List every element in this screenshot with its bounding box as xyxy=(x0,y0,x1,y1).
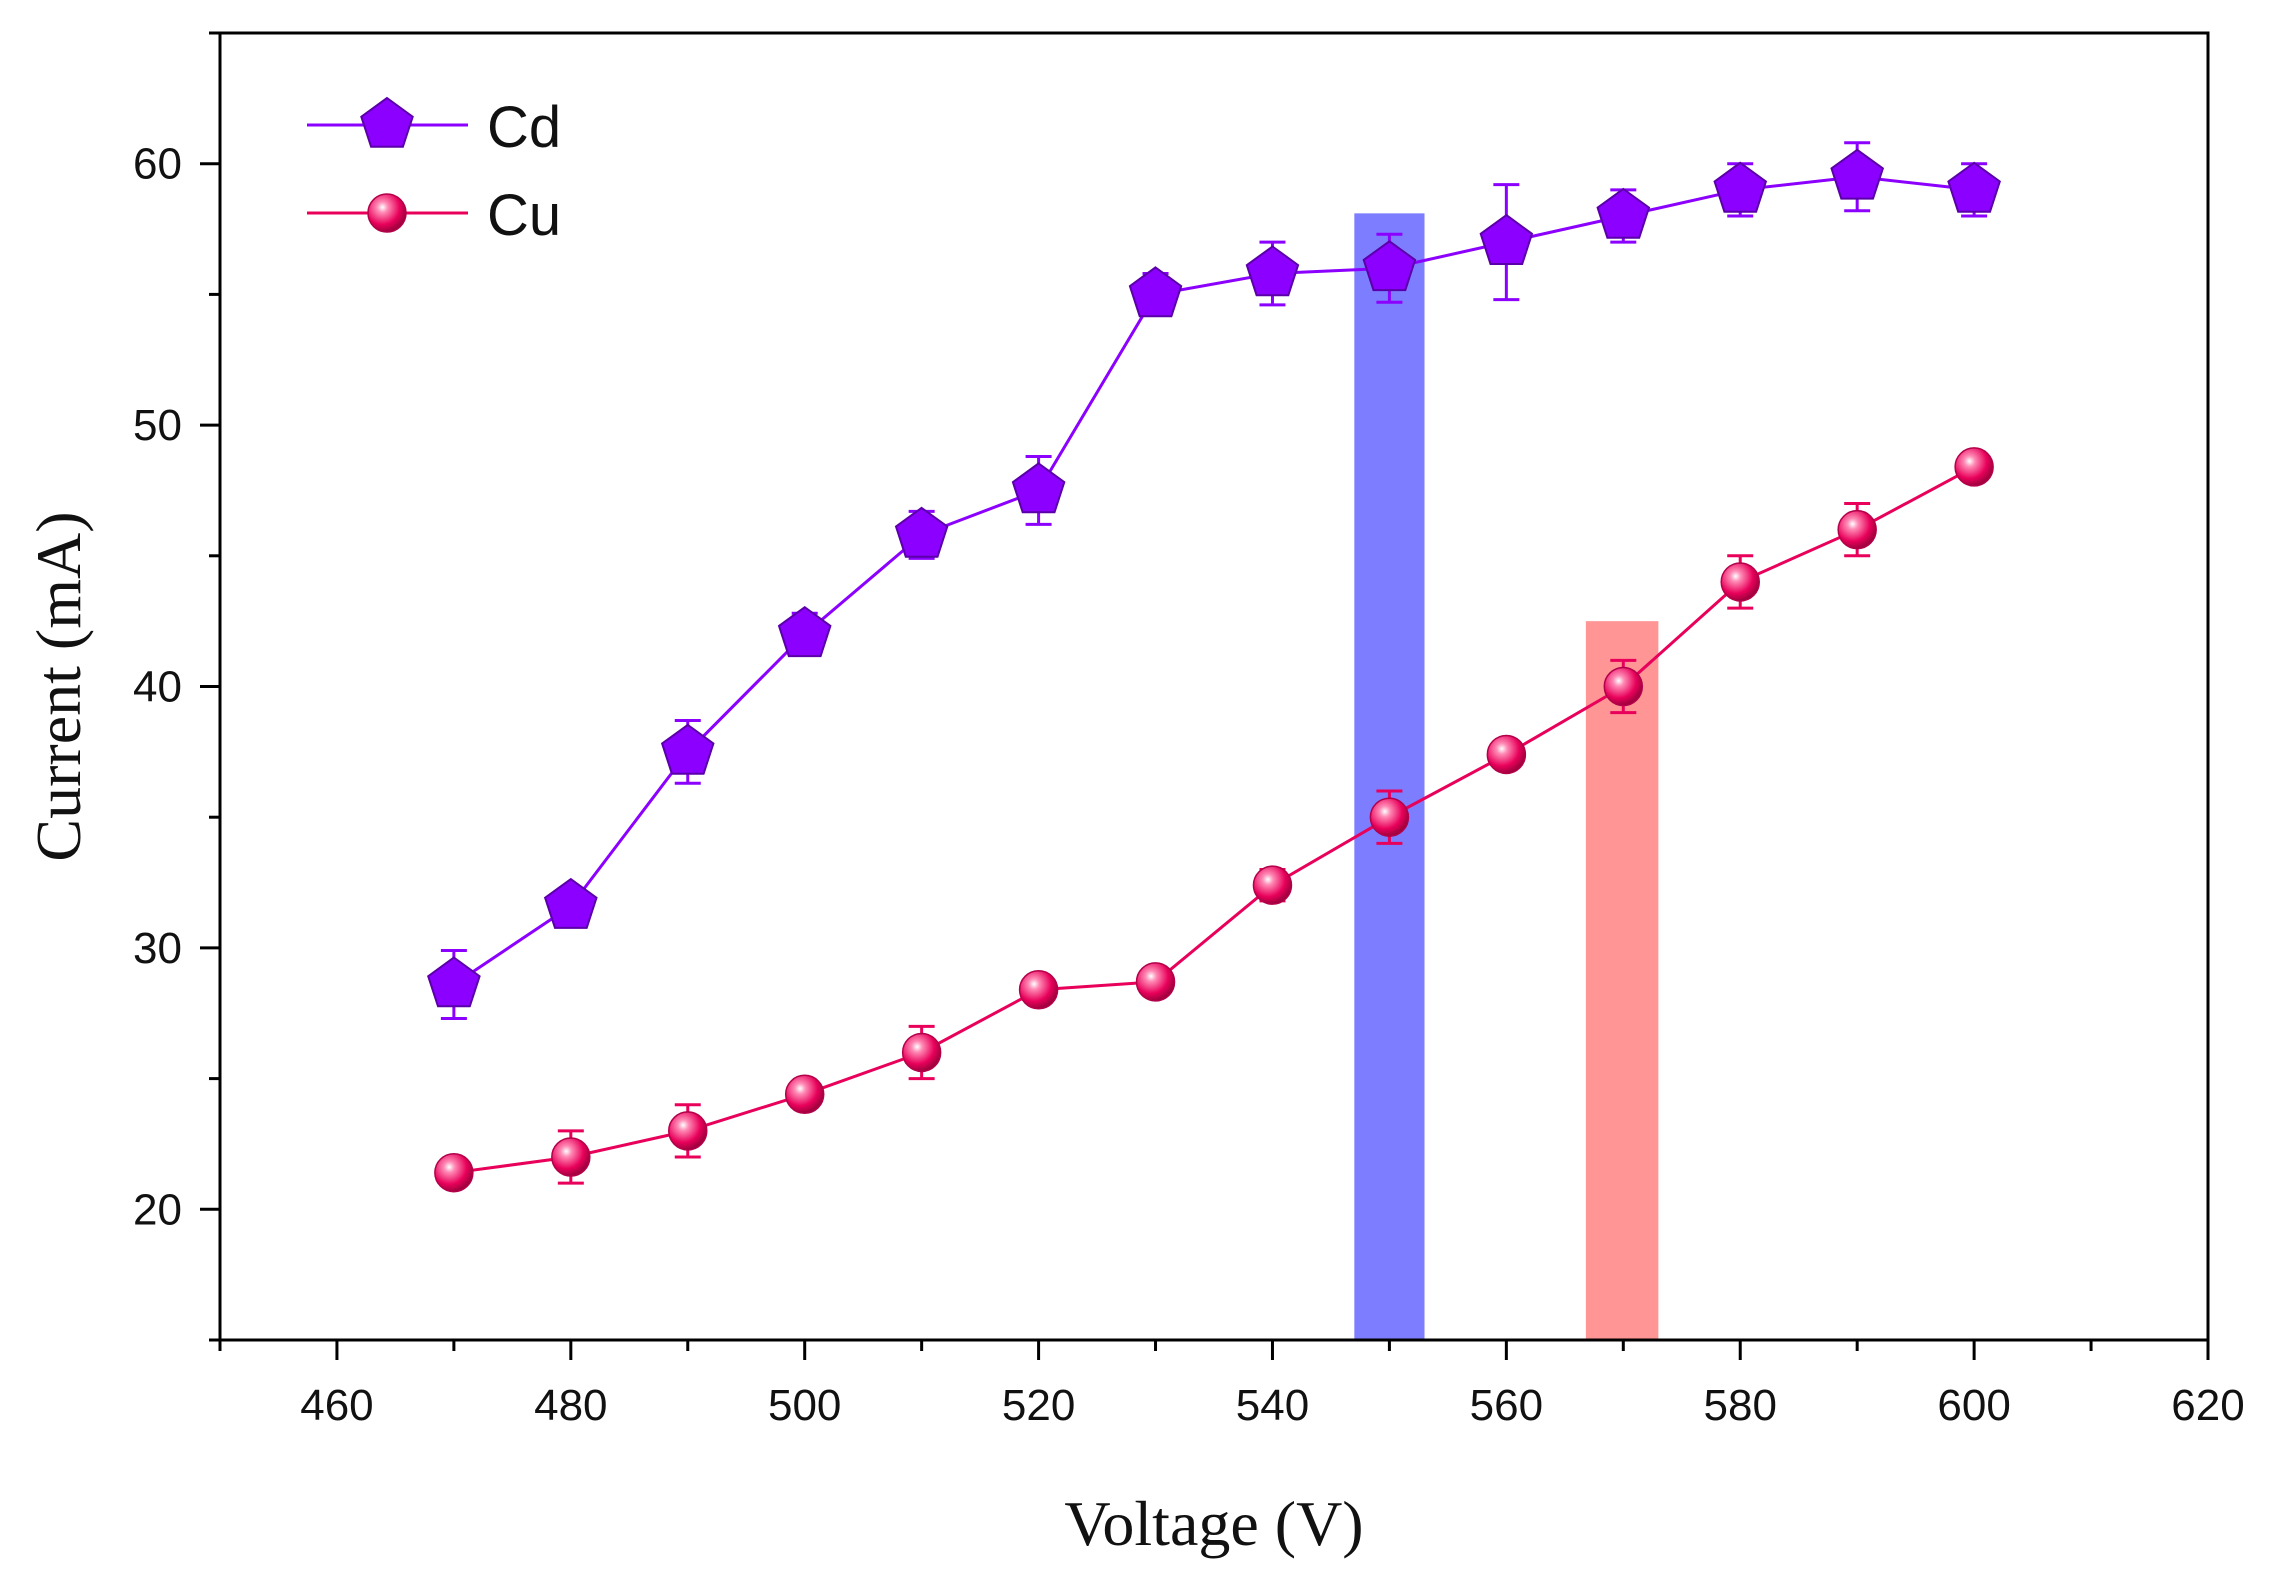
data-point-cu xyxy=(1369,797,1410,837)
data-point-cd xyxy=(1830,148,1885,200)
data-point-cd xyxy=(1011,462,1066,514)
data-point-cd xyxy=(660,723,715,775)
data-point-cu xyxy=(1837,509,1877,550)
series-cd xyxy=(427,141,2001,1020)
data-point-cu xyxy=(1720,562,1760,602)
x-tick-label: 560 xyxy=(1470,1381,1543,1430)
x-axis-title: Voltage (V) xyxy=(1064,1488,1363,1559)
data-point-cd xyxy=(543,877,598,929)
axes: 460 480 500 520 540 560 580 600 620 20 30 40 50 60 xyxy=(133,31,2245,1430)
data-point-cu xyxy=(1954,447,1994,487)
legend-item-cd: Cd xyxy=(307,95,561,160)
y-tick-label: 30 xyxy=(133,924,182,973)
legend-label-cd: Cd xyxy=(487,95,561,160)
x-tick-label: 600 xyxy=(1937,1381,2010,1430)
cd-highlight xyxy=(1354,213,1425,1341)
data-point-cd xyxy=(1479,213,1534,265)
y-tick-label: 50 xyxy=(133,401,182,450)
data-point-cd xyxy=(1596,187,1651,239)
y-tick-label: 60 xyxy=(133,140,182,189)
legend-item-cu: Cu xyxy=(307,183,561,248)
x-tick-label: 540 xyxy=(1236,1381,1309,1430)
data-point-cu xyxy=(1252,865,1293,905)
data-point-cd xyxy=(1245,245,1300,297)
data-point-cu xyxy=(1486,734,1527,775)
x-tick-label: 500 xyxy=(768,1381,841,1430)
x-tick-label: 620 xyxy=(2171,1381,2244,1430)
data-point-cu xyxy=(1603,666,1644,707)
data-point-cd xyxy=(427,956,481,1008)
data-point-cd xyxy=(777,605,832,658)
series-line-cu xyxy=(453,465,1975,1175)
data-point-cd xyxy=(894,506,949,558)
x-tick-label: 480 xyxy=(534,1381,607,1430)
x-tick-label: 580 xyxy=(1704,1381,1777,1430)
legend-label-cu: Cu xyxy=(487,183,561,248)
data-point-cd xyxy=(1128,266,1183,318)
y-tick-label: 20 xyxy=(133,1185,182,1234)
cu-highlight xyxy=(1585,621,1659,1340)
data-point-cd xyxy=(1947,161,2001,213)
data-point-cu xyxy=(551,1137,591,1177)
data-point-cu xyxy=(784,1074,825,1115)
legend: Cd Cu xyxy=(307,95,561,248)
legend-marker-cd xyxy=(360,96,414,148)
data-point-cu xyxy=(901,1032,942,1073)
y-axis-title: Current (mA) xyxy=(23,511,94,861)
x-tick-label: 520 xyxy=(1002,1381,1075,1430)
series-cu xyxy=(434,447,1994,1193)
y-tick-label: 40 xyxy=(133,663,182,712)
data-point-cd xyxy=(1362,240,1417,292)
data-point-cu xyxy=(668,1111,708,1151)
data-point-cu xyxy=(434,1152,474,1193)
data-point-cu xyxy=(1018,969,1059,1010)
legend-marker-cu xyxy=(367,193,407,233)
data-point-cu xyxy=(1135,962,1176,1002)
highlight-bars xyxy=(1354,213,1659,1341)
data-series xyxy=(427,141,2001,1193)
x-tick-label: 460 xyxy=(300,1381,373,1430)
data-point-cd xyxy=(1713,161,1768,213)
